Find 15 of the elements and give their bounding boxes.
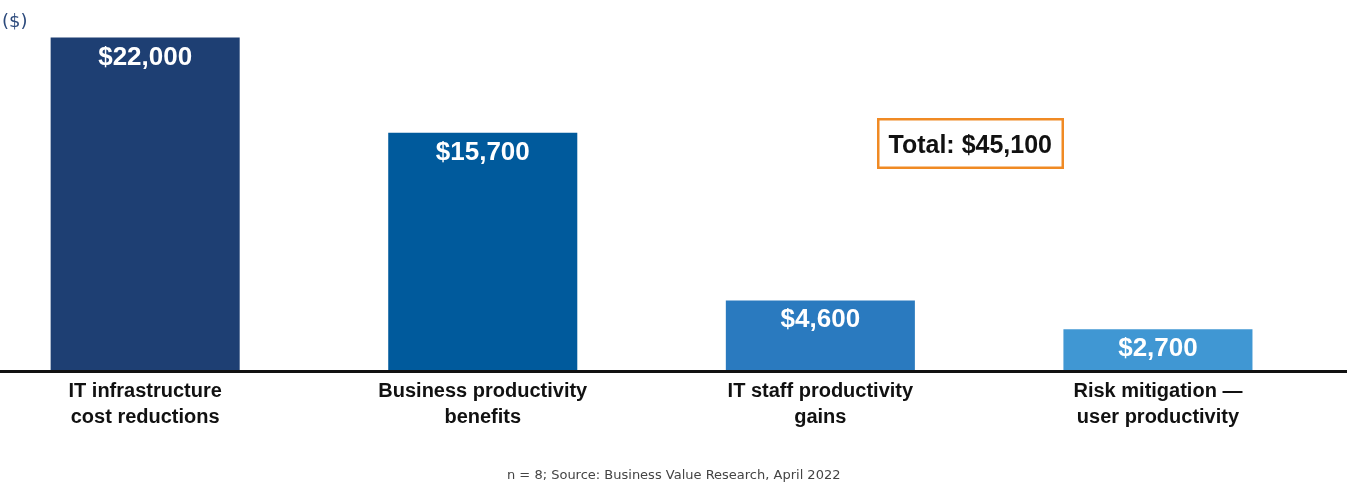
x-tick-label: Business productivity benefits	[378, 379, 589, 427]
x-tick-label: IT infrastructure cost reductions	[68, 379, 222, 427]
bar	[50, 37, 240, 370]
x-tick-label: IT staff productivity gains	[727, 379, 914, 427]
x-tick-label: Risk mitigation — user productivity	[1073, 379, 1243, 427]
y-axis-title: ($)	[2, 10, 28, 31]
data-label: $4,600	[780, 303, 861, 334]
data-label: $22,000	[98, 40, 193, 71]
bar	[1063, 329, 1253, 370]
text: n = 8; Source: Business Value Research, April 2022	[507, 467, 841, 482]
data-label: $2,700	[1118, 332, 1198, 363]
annotation: Total: $45,100	[888, 129, 1053, 158]
bar	[725, 300, 915, 370]
bar	[388, 132, 578, 370]
data-label: $15,700	[435, 135, 530, 166]
